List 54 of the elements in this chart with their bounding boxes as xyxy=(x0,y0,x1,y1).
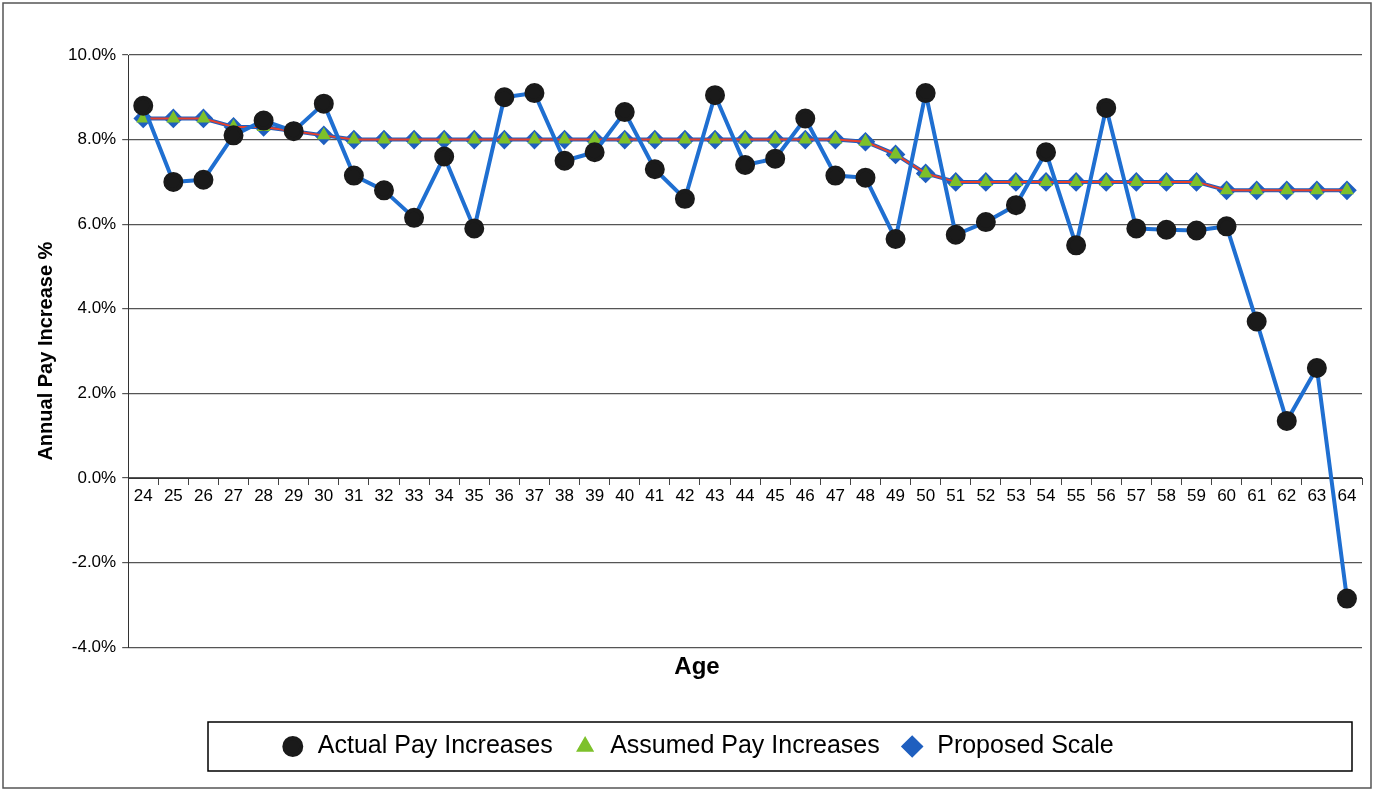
x-tick-label: 41 xyxy=(645,485,665,505)
x-tick-label: 45 xyxy=(765,485,785,505)
legend-label: Proposed Scale xyxy=(937,730,1114,759)
y-tick-label: 4.0% xyxy=(77,298,117,318)
x-tick-label: 46 xyxy=(795,485,815,505)
legend-label: Assumed Pay Increases xyxy=(610,730,880,759)
x-tick-label: 63 xyxy=(1307,485,1327,505)
y-tick-label: 6.0% xyxy=(77,213,117,233)
x-tick-label: 37 xyxy=(524,485,544,505)
x-tick-label: 28 xyxy=(254,485,274,505)
x-tick-label: 30 xyxy=(314,485,334,505)
x-tick-label: 54 xyxy=(1036,485,1056,505)
x-tick-label: 39 xyxy=(585,485,605,505)
x-tick-label: 47 xyxy=(825,485,845,505)
x-tick-label: 25 xyxy=(163,485,183,505)
x-tick-label: 57 xyxy=(1126,485,1146,505)
y-tick-label: 0.0% xyxy=(77,467,117,487)
x-tick-label: 26 xyxy=(193,485,213,505)
x-tick-label: 42 xyxy=(675,485,695,505)
x-tick-label: 56 xyxy=(1096,485,1116,505)
x-tick-label: 33 xyxy=(404,485,424,505)
y-tick-label: -4.0% xyxy=(71,636,117,656)
x-tick-label: 49 xyxy=(886,485,906,505)
x-tick-label: 44 xyxy=(735,485,755,505)
x-tick-label: 62 xyxy=(1277,485,1297,505)
x-tick-label: 35 xyxy=(464,485,484,505)
x-tick-label: 36 xyxy=(494,485,514,505)
x-tick-label: 43 xyxy=(705,485,725,505)
x-tick-label: 32 xyxy=(374,485,394,505)
x-tick-label: 52 xyxy=(976,485,996,505)
y-tick-label: 10.0% xyxy=(68,44,117,64)
x-tick-label: 24 xyxy=(133,485,153,505)
x-tick-label: 50 xyxy=(916,485,936,505)
y-tick-label: -2.0% xyxy=(71,552,117,572)
x-tick-label: 48 xyxy=(856,485,875,505)
x-tick-label: 61 xyxy=(1247,485,1267,505)
x-tick-label: 58 xyxy=(1156,485,1176,505)
x-tick-label: 40 xyxy=(615,485,635,505)
x-tick-label: 27 xyxy=(224,485,243,505)
x-tick-label: 64 xyxy=(1337,485,1357,505)
x-tick-label: 59 xyxy=(1187,485,1206,505)
x-tick-label: 29 xyxy=(284,485,304,505)
x-tick-label: 51 xyxy=(946,485,966,505)
y-tick-label: 8.0% xyxy=(77,129,117,149)
y-tick-label: 2.0% xyxy=(77,383,117,403)
y-axis-title: Annual Pay Increase % xyxy=(33,241,56,461)
x-axis-title: Age xyxy=(674,651,720,679)
x-tick-label: 53 xyxy=(1006,485,1026,505)
x-tick-label: 31 xyxy=(344,485,364,505)
x-tick-label: 55 xyxy=(1066,485,1086,505)
x-tick-label: 38 xyxy=(555,485,575,505)
legend-label: Actual Pay Increases xyxy=(317,730,553,759)
x-tick-label: 60 xyxy=(1217,485,1237,505)
x-tick-label: 34 xyxy=(434,485,454,505)
